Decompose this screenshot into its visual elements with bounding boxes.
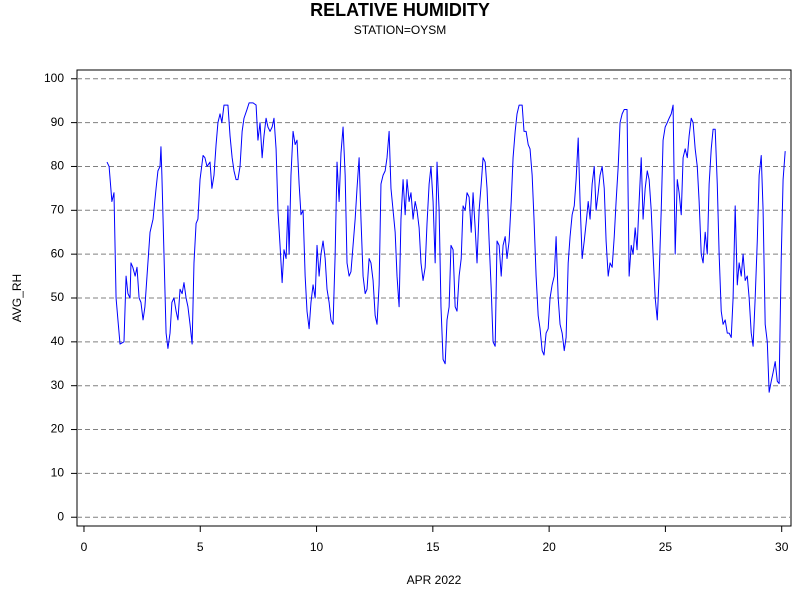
x-tick-label: 0 <box>81 540 88 554</box>
y-tick-label: 50 <box>51 290 65 304</box>
y-tick-label: 30 <box>51 378 65 392</box>
y-tick-label: 40 <box>51 334 65 348</box>
y-tick-label: 20 <box>51 422 65 436</box>
y-tick-label: 60 <box>51 246 65 260</box>
y-tick-label: 90 <box>51 115 65 129</box>
chart-subtitle: STATION=OYSM <box>354 23 447 37</box>
y-tick-label: 0 <box>57 509 64 523</box>
y-tick-label: 10 <box>51 466 65 480</box>
x-tick-label: 30 <box>775 540 789 554</box>
chart-title: RELATIVE HUMIDITY <box>310 0 490 20</box>
x-tick-label: 10 <box>310 540 324 554</box>
y-axis-label: AVG_RH <box>10 274 24 322</box>
x-tick-label: 15 <box>426 540 440 554</box>
x-axis-label: APR 2022 <box>407 573 462 587</box>
y-tick-label: 70 <box>51 202 65 216</box>
data-line <box>106 102 786 393</box>
y-tick-label: 80 <box>51 159 65 173</box>
x-tick-label: 20 <box>542 540 556 554</box>
x-tick-label: 5 <box>197 540 204 554</box>
y-tick-label: 100 <box>44 71 64 85</box>
x-tick-label: 25 <box>659 540 673 554</box>
